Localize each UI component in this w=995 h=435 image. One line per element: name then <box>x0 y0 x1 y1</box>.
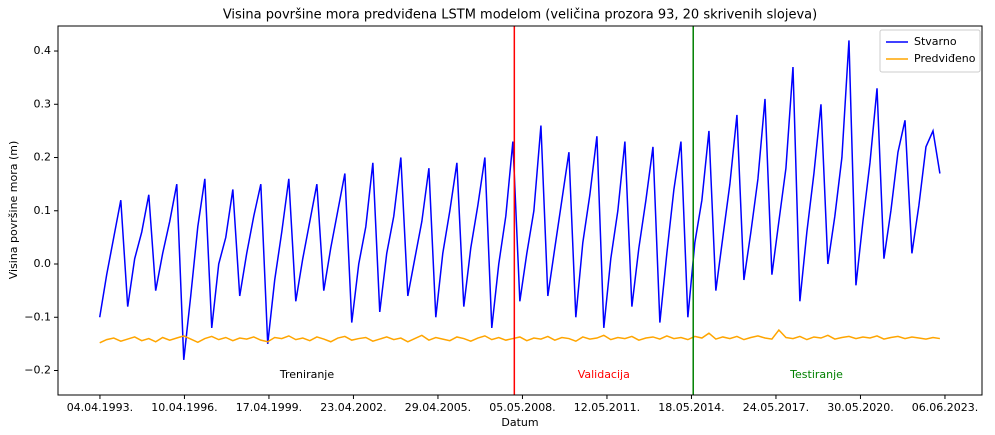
y-tick-label: 0.1 <box>34 204 52 217</box>
x-axis-label: Datum <box>501 416 538 429</box>
x-tick-label: 05.05.2008. <box>489 401 555 414</box>
y-axis-label: Visina površine mora (m) <box>7 141 20 280</box>
data-line <box>98 40 941 360</box>
chart-title: Visina površine mora predviđena LSTM mod… <box>223 8 817 23</box>
x-tick-label: 29.04.2005. <box>405 401 471 414</box>
legend-box <box>879 29 981 73</box>
x-tick-label: 06.06.2023. <box>912 401 978 414</box>
legend-label: Predviđeno <box>914 52 976 65</box>
y-tick-label: 0.3 <box>34 97 52 110</box>
data-line <box>99 328 941 344</box>
x-tick-label: 23.04.2002. <box>320 401 386 414</box>
y-tick-label: 0.4 <box>34 44 52 57</box>
x-tick-label: 24.05.2017. <box>743 401 809 414</box>
region-label: Testiranje <box>789 368 843 381</box>
y-tick-label: −0.2 <box>24 364 51 377</box>
x-tick-label: 18.05.2014. <box>658 401 724 414</box>
x-tick-label: 04.04.1993. <box>67 401 133 414</box>
x-tick-label: 12.05.2011. <box>574 401 640 414</box>
plot-frame <box>57 25 983 396</box>
x-tick-label: 30.05.2020. <box>827 401 893 414</box>
y-tick-label: 0.0 <box>34 257 52 270</box>
y-tick-label: 0.2 <box>34 151 52 164</box>
region-label: Treniranje <box>279 368 334 381</box>
y-tick-label: −0.1 <box>24 310 51 323</box>
x-tick-label: 10.04.1996. <box>151 401 217 414</box>
region-label: Validacija <box>578 368 630 381</box>
x-tick-label: 17.04.1999. <box>236 401 302 414</box>
legend-label: Stvarno <box>914 35 957 48</box>
